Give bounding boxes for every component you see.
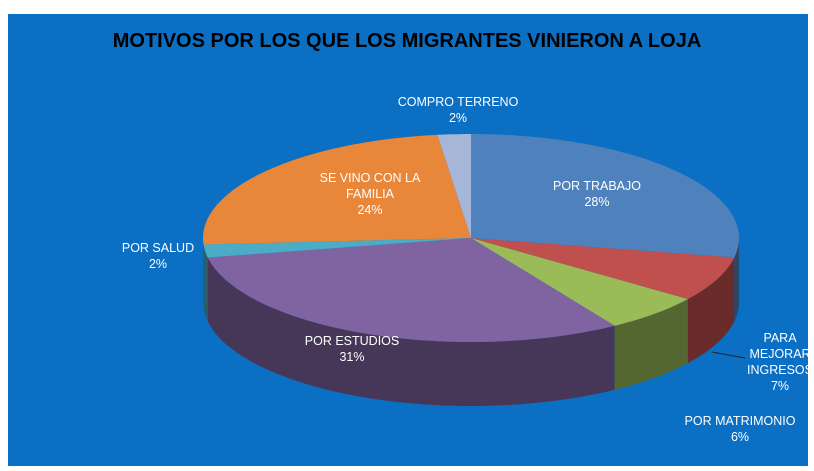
category-label: POR ESTUDIOS — [304, 334, 400, 348]
slice-side — [203, 238, 204, 309]
slice-side — [614, 299, 688, 390]
data-label: POR SALUD 2% — [98, 240, 218, 272]
chart-title: MOTIVOS POR LOS QUE LOS MIGRANTES VINIER… — [112, 30, 702, 52]
category-label: POR MATRIMONIO — [684, 414, 796, 428]
slice — [437, 134, 471, 238]
category-label: SE VINO CON LA FAMILIA — [319, 171, 421, 201]
value-label: 31% — [339, 350, 365, 364]
category-label: PARA MEJORAR INGRESOS — [747, 331, 813, 377]
value-label: 7% — [770, 379, 790, 393]
leader-line — [711, 351, 746, 359]
data-label: COMPRO TERRENO 2% — [383, 94, 533, 126]
slice — [203, 134, 471, 245]
slice — [471, 134, 739, 258]
data-label: SE VINO CON LA FAMILIA 24% — [314, 170, 426, 218]
slice — [207, 238, 615, 342]
slice-side — [203, 244, 208, 322]
value-label: 6% — [730, 430, 750, 444]
category-label: POR TRABAJO — [553, 179, 641, 193]
category-label: POR SALUD — [121, 241, 195, 255]
value-label: 2% — [448, 111, 468, 125]
value-label: 2% — [148, 257, 168, 271]
value-label: 24% — [357, 203, 383, 217]
data-label: PARA MEJORAR INGRESOS 7% — [742, 330, 814, 394]
slice — [471, 238, 688, 326]
slice — [471, 238, 735, 300]
data-label: POR TRABAJO 28% — [522, 178, 672, 210]
slice-side — [734, 238, 739, 322]
data-label: POR MATRIMONIO 6% — [665, 413, 814, 445]
data-label: POR ESTUDIOS 31% — [277, 333, 427, 365]
slice-side — [687, 257, 735, 364]
category-label: COMPRO TERRENO — [397, 95, 519, 109]
slice-side — [207, 257, 615, 406]
value-label: 28% — [584, 195, 610, 209]
